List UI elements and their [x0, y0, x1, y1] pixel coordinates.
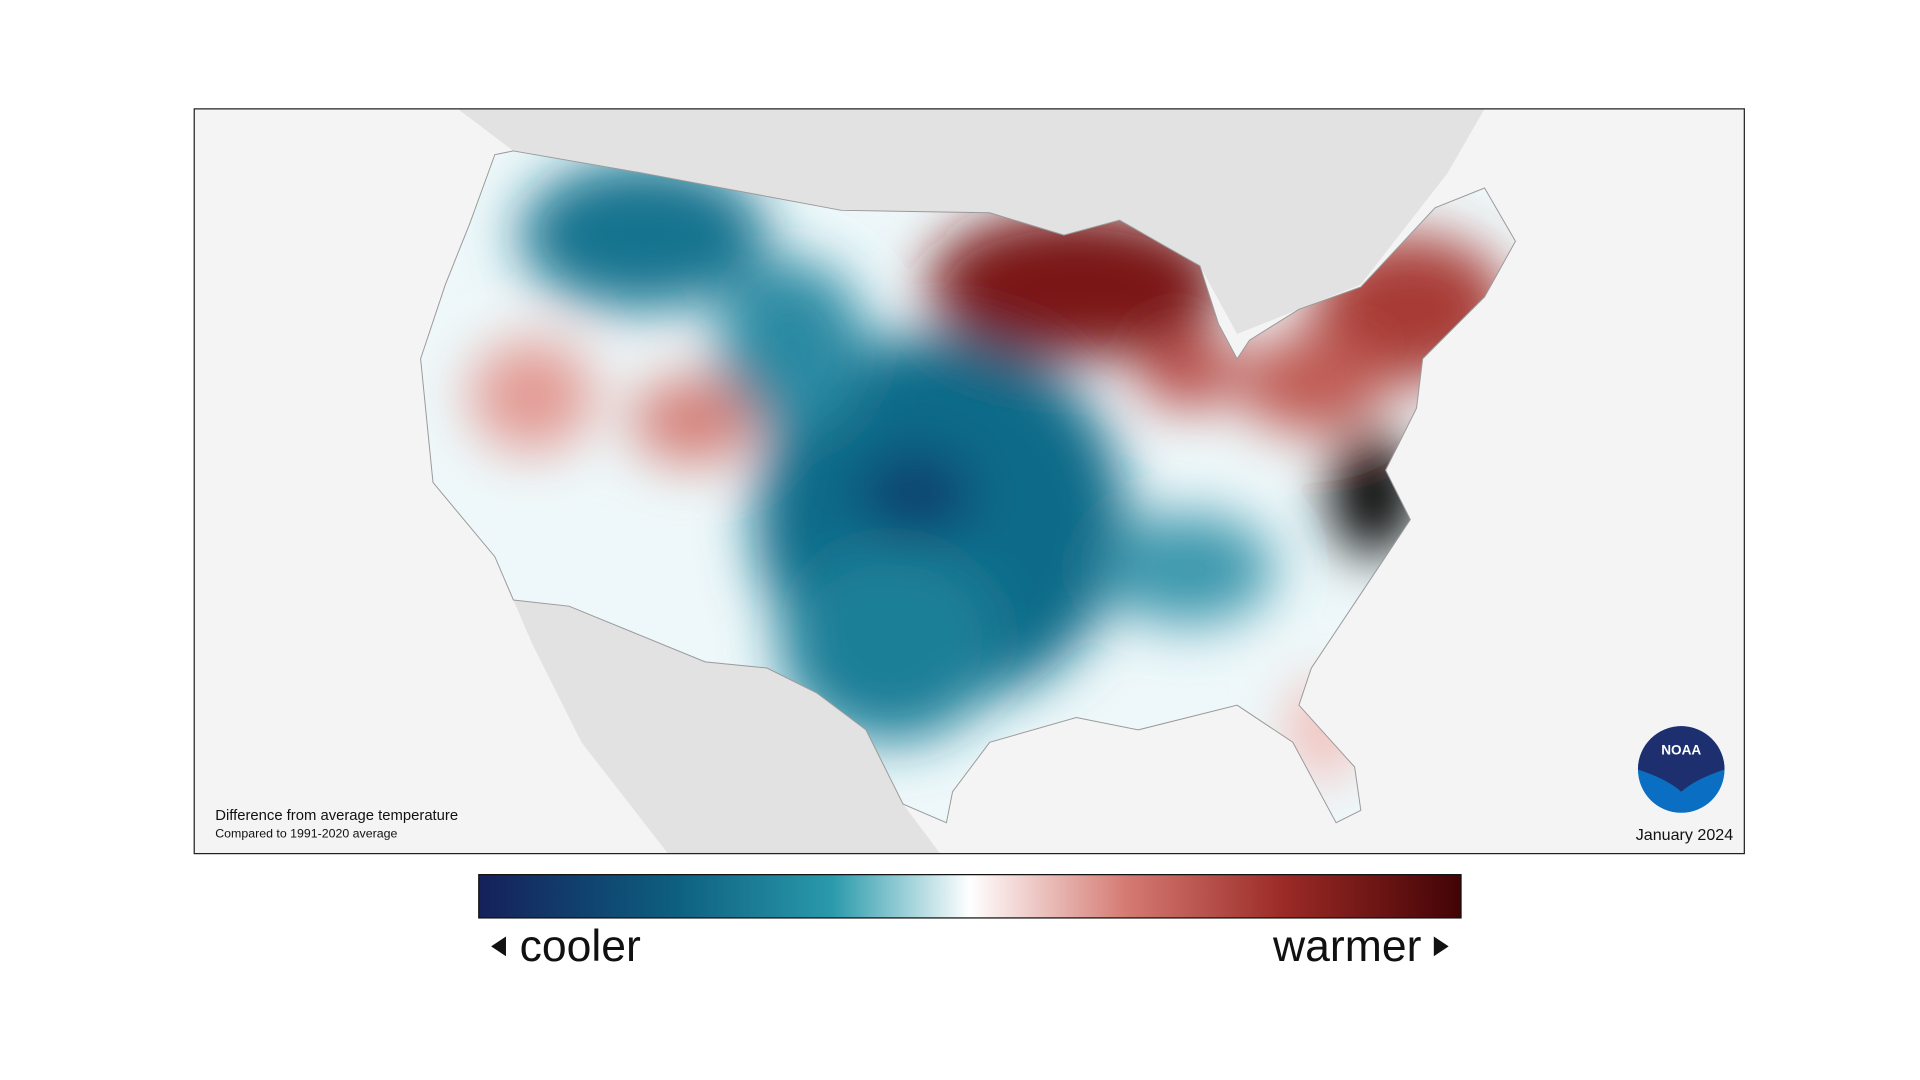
warmer-label: warmer: [1272, 922, 1422, 971]
caption-subtitle: Compared to 1991-2020 average: [215, 827, 397, 841]
cooler-arrow: [491, 936, 506, 957]
date-label: January 2024: [1636, 826, 1733, 844]
canada-land: [457, 108, 1485, 335]
colorbar: [478, 874, 1462, 919]
map-frame: [193, 108, 1745, 855]
caption-title: Difference from average temperature: [215, 808, 458, 824]
warmer-arrow: [1433, 936, 1449, 957]
map: Difference from average temperature Comp…: [194, 108, 1745, 854]
mexico-land: [513, 600, 941, 854]
cooler-label: cooler: [520, 922, 641, 971]
logo-text: NOAA: [1661, 743, 1701, 758]
noaa-logo: NOAA: [1637, 726, 1725, 813]
